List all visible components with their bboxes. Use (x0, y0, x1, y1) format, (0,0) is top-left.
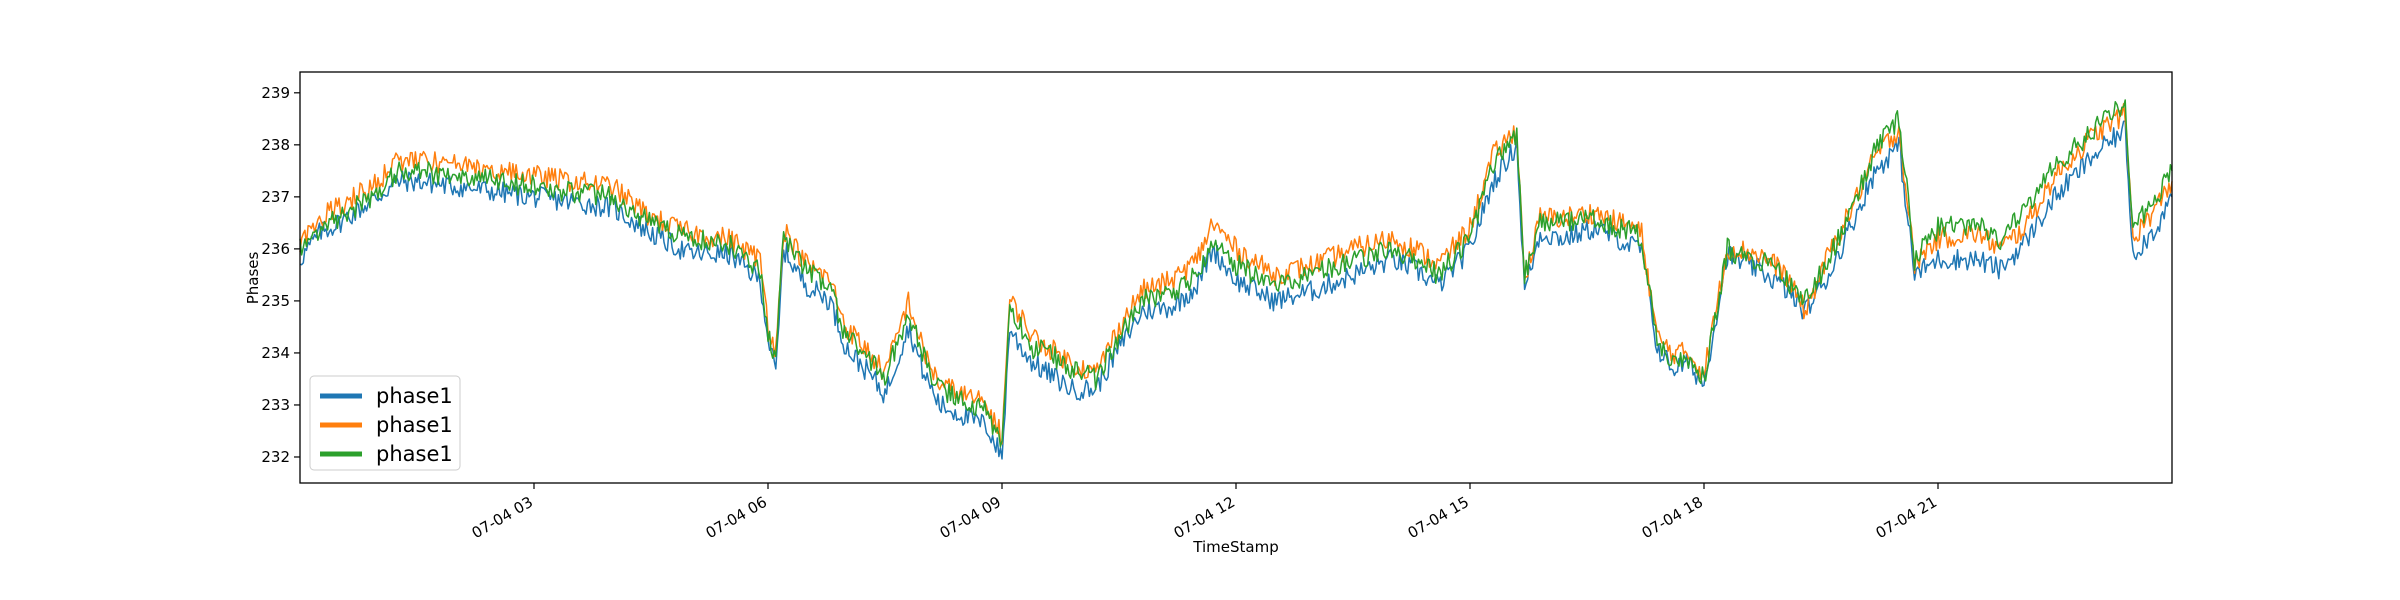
x-tick-label: 07-04 15 (1405, 493, 1472, 542)
x-tick-label: 07-04 03 (469, 493, 536, 542)
x-tick-label: 07-04 21 (1873, 493, 1940, 542)
y-tick-label: 238 (261, 136, 290, 154)
x-axis: 07-04 03 07-04 06 07-04 09 07-04 12 07-04 15… (469, 483, 1940, 542)
y-tick-label: 237 (261, 188, 290, 206)
plot-area (299, 99, 2173, 460)
y-axis: 232 233 234 235 236 237 238 239 (261, 84, 300, 466)
x-tick-label: 07-04 12 (1171, 493, 1238, 542)
y-tick-label: 239 (261, 84, 290, 102)
y-tick-label: 236 (261, 240, 290, 258)
legend-label: phase1 (376, 384, 453, 408)
x-tick-label: 07-04 18 (1639, 493, 1706, 542)
series-line-3 (299, 99, 2173, 448)
y-axis-title: Phases (244, 252, 262, 305)
x-axis-title: TimeStamp (1192, 538, 1278, 556)
y-tick-label: 234 (261, 344, 290, 362)
y-tick-label: 235 (261, 292, 290, 310)
legend-box (309, 375, 461, 471)
legend-label: phase1 (376, 413, 453, 437)
legend: phase1 phase1 phase1 (309, 375, 461, 471)
legend-label: phase1 (376, 442, 453, 466)
y-tick-label: 232 (261, 448, 290, 466)
series-line-1 (299, 120, 2173, 460)
y-tick-label: 233 (261, 396, 290, 414)
axes-frame (299, 71, 2173, 484)
x-tick-label: 07-04 09 (937, 493, 1004, 542)
x-tick-label: 07-04 06 (703, 493, 770, 542)
